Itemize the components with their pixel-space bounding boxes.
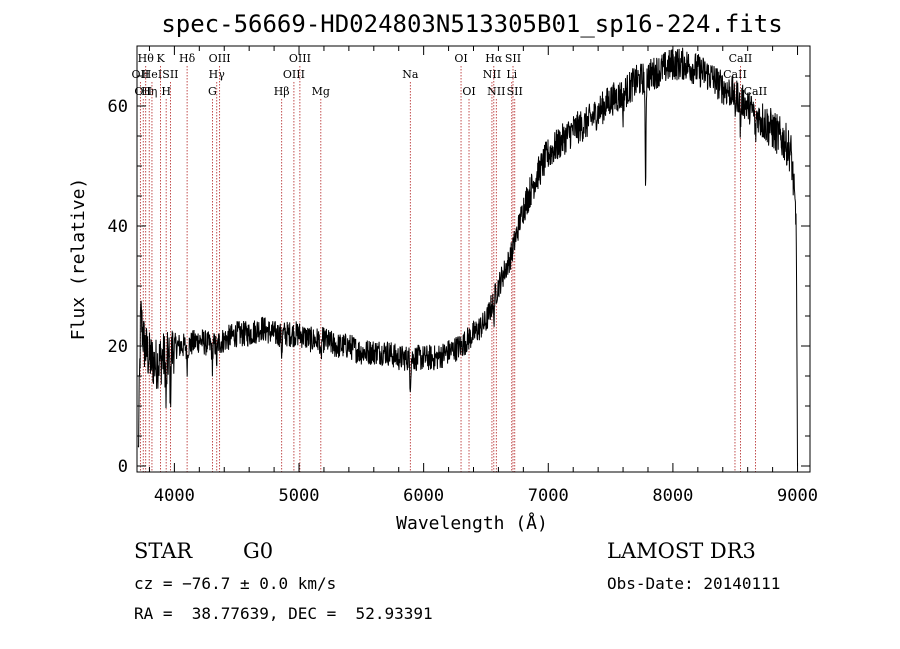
reference-line-label: Na — [402, 68, 419, 81]
y-tick-label: 0 — [118, 457, 128, 477]
reference-line-label: OIII — [289, 52, 311, 65]
x-tick-label: 6000 — [403, 486, 444, 506]
reference-line-label: OI — [454, 52, 467, 65]
chart-title: spec-56669-HD024803N513305B01_sp16-224.f… — [161, 10, 782, 38]
x-tick-label: 8000 — [652, 486, 693, 506]
observation-date: Obs-Date: 20140111 — [607, 574, 781, 593]
object-subclass: G0 — [243, 539, 274, 563]
reference-line-label: OII — [132, 68, 150, 81]
x-tick-label: 9000 — [777, 486, 818, 506]
reference-line-label: CaII — [723, 68, 747, 81]
reference-lines: OIIOIIHθHηHeIKHSIIHδGHγOIIIHβOIIIOIIIMgN… — [132, 52, 768, 472]
reference-line-label: CaII — [744, 85, 768, 98]
reference-line-label: Li — [506, 68, 517, 81]
reference-line-label: Hα — [485, 52, 503, 65]
reference-line-label: H — [161, 85, 171, 98]
x-tick-label: 4000 — [154, 486, 195, 506]
reference-line-label: Hθ — [138, 52, 155, 65]
coordinates-readout: RA = 38.77639, DEC = 52.93391 — [134, 604, 433, 623]
reference-line-label: HeI — [142, 68, 162, 81]
reference-line-label: OII — [134, 85, 152, 98]
x-tick-label: 5000 — [279, 486, 320, 506]
reference-line-label: OIII — [209, 52, 231, 65]
reference-line-label: Hδ — [179, 52, 196, 65]
y-axis-label: Flux (relative) — [68, 178, 89, 341]
y-axis-ticks: 0 20 40 60 — [108, 75, 810, 477]
reference-line-label: NII — [483, 68, 501, 81]
reference-line-label: Hη — [141, 85, 157, 98]
reference-line-label: G — [208, 85, 217, 98]
survey-name: LAMOST DR3 — [607, 539, 756, 563]
y-tick-label: 40 — [108, 217, 128, 237]
spectrum-series — [137, 47, 798, 467]
reference-line-label: SII — [162, 68, 178, 81]
reference-line-label: CaII — [729, 52, 753, 65]
reference-line-label: Hβ — [274, 85, 290, 98]
reference-line-label: NII — [487, 85, 505, 98]
reference-line-label: SII — [505, 52, 521, 65]
reference-line-label: Mg — [312, 85, 330, 98]
spectrum-line — [137, 47, 798, 467]
reference-line-label: OIII — [283, 68, 305, 81]
reference-line-label: K — [156, 52, 165, 65]
plot-frame — [136, 45, 811, 473]
y-tick-label: 20 — [108, 337, 128, 357]
x-axis-label: Wavelength (Å) — [396, 512, 548, 534]
redshift-readout: cz = −76.7 ± 0.0 km/s — [134, 574, 337, 593]
reference-line-label: OI — [462, 85, 475, 98]
x-tick-label: 7000 — [528, 486, 569, 506]
reference-line-label: SII — [507, 85, 523, 98]
object-class: STAR — [134, 539, 193, 563]
y-tick-label: 60 — [108, 97, 128, 117]
x-axis-ticks: 4000 5000 6000 7000 8000 9000 — [148, 46, 818, 506]
reference-line-label: Hγ — [209, 68, 226, 81]
